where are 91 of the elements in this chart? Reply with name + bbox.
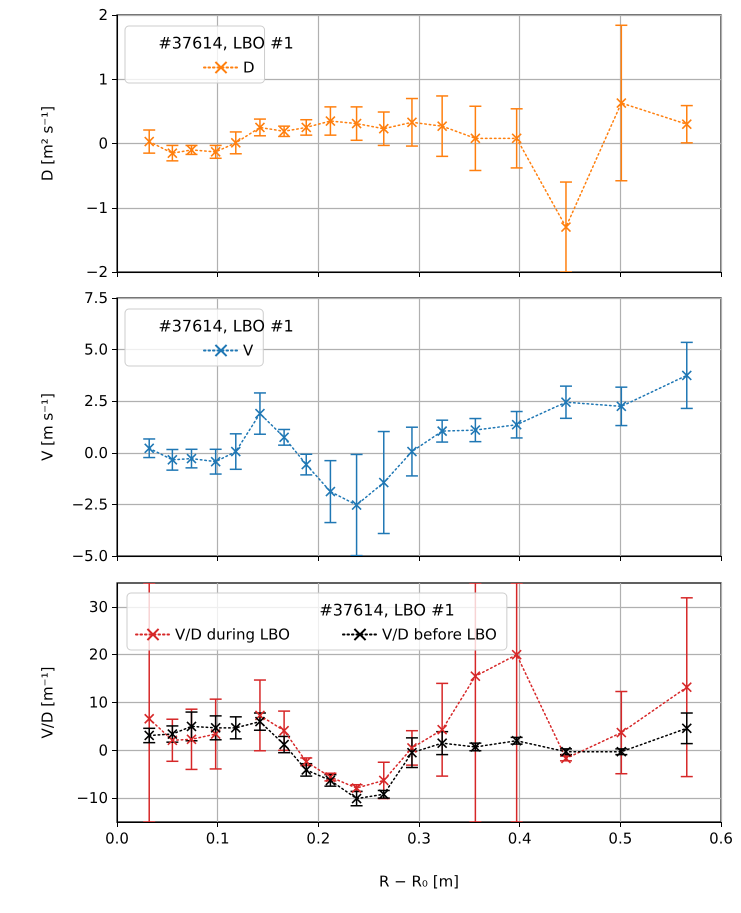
point [616, 98, 627, 108]
point [436, 738, 448, 748]
point [351, 793, 362, 804]
point [616, 727, 627, 738]
point [230, 722, 242, 734]
point [681, 370, 692, 381]
y-tick-label: 0 [98, 134, 108, 152]
point [681, 723, 692, 734]
point [210, 722, 221, 734]
point [278, 725, 290, 736]
y-tick-label: 2 [98, 6, 108, 24]
y-axis-title: V [m s⁻¹] [38, 393, 56, 461]
y-tick-label: 0 [98, 741, 108, 760]
point [470, 424, 481, 436]
y-tick-label: 20 [88, 646, 108, 664]
x-tick-label: 0.4 [508, 830, 532, 848]
point [186, 453, 197, 464]
y-tick-label: 0.0 [84, 444, 108, 462]
point [560, 396, 572, 408]
point [144, 442, 155, 454]
y-tick-label: 1 [98, 70, 108, 88]
point [167, 454, 178, 466]
point [406, 742, 418, 754]
point [616, 401, 627, 412]
point [436, 724, 448, 736]
point [325, 486, 336, 497]
point [230, 138, 242, 148]
point [470, 133, 481, 144]
point [436, 426, 448, 436]
legend-title: #37614, LBO #1 [319, 600, 455, 620]
y-tick-label: −2.5 [72, 495, 108, 514]
point [406, 446, 418, 457]
legend-title: #37614, LBO #1 [158, 34, 294, 52]
point [511, 649, 522, 660]
x-tick-label: 0.2 [306, 830, 330, 848]
point [378, 123, 390, 134]
x-tick-label: 0.3 [407, 830, 431, 848]
y-tick-label: 5.0 [84, 340, 108, 359]
y-tick-label: 30 [88, 598, 108, 616]
y-axis-title: D [m² s⁻¹] [38, 106, 56, 182]
point [210, 728, 221, 740]
point [300, 122, 312, 133]
point [254, 408, 266, 419]
y-tick-label: −1 [86, 198, 108, 217]
y-tick-label: 2.5 [84, 392, 108, 410]
point [470, 670, 481, 682]
y-axis-title: V/D [m⁻¹] [38, 666, 56, 738]
y-tick-label: −2 [86, 263, 108, 281]
point [144, 713, 155, 724]
point [144, 136, 155, 147]
point [325, 775, 336, 786]
point [436, 120, 448, 132]
point [406, 117, 418, 128]
x-tick-label: 0.5 [608, 830, 632, 848]
point [351, 500, 362, 510]
point [210, 456, 221, 467]
point [300, 459, 312, 470]
legend-label: D [243, 58, 255, 76]
y-tick-label: 7.5 [84, 289, 108, 307]
point [167, 734, 178, 746]
point [378, 477, 390, 488]
point [511, 133, 522, 144]
legend-label: V [243, 342, 254, 360]
point [681, 682, 692, 693]
point [167, 728, 178, 740]
legend-title: #37614, LBO #1 [158, 316, 294, 336]
point [511, 419, 522, 430]
point [186, 721, 197, 732]
point [406, 747, 418, 758]
point [254, 716, 266, 727]
x-axis-title: R − R₀ [m] [378, 872, 460, 890]
point [351, 118, 362, 129]
point [560, 222, 572, 232]
point [230, 446, 242, 457]
point [186, 734, 197, 745]
y-tick-label: 10 [88, 694, 108, 712]
y-tick-label: −5.0 [72, 547, 108, 565]
y-tick-label: −10 [76, 789, 108, 808]
x-tick-label: 0.6 [709, 830, 733, 848]
point [278, 432, 290, 443]
point [167, 148, 178, 158]
x-tick-label: 0.1 [206, 830, 230, 848]
point [144, 730, 155, 741]
legend-label: V/D during LBO [175, 626, 290, 644]
point [254, 710, 266, 721]
point [254, 122, 266, 133]
point [378, 775, 390, 786]
legend-label: V/D before LBO [382, 626, 497, 644]
point [681, 118, 692, 130]
point [325, 116, 336, 126]
point [278, 739, 290, 750]
